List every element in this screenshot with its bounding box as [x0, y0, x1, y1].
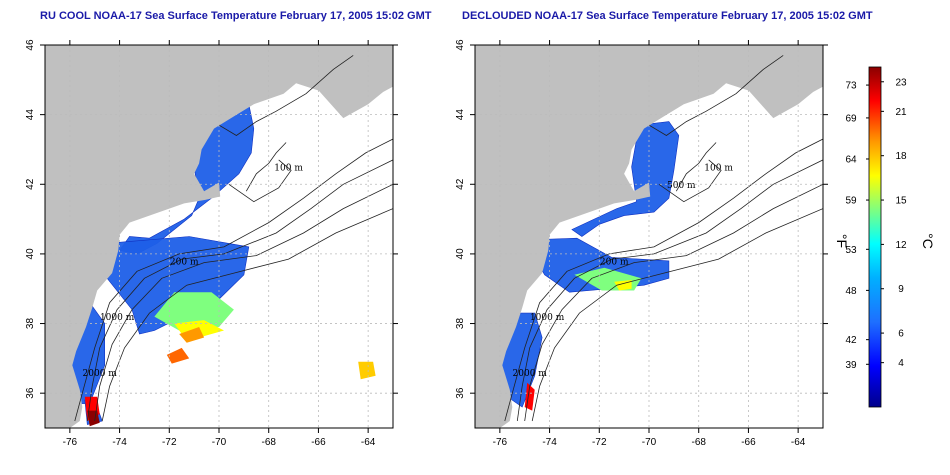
x-tick-label: -66 — [311, 437, 326, 448]
y-tick-label: 36 — [455, 387, 466, 399]
y-tick-label: 40 — [25, 248, 36, 260]
c-tick-label: 21 — [895, 107, 907, 118]
f-tick-label: 59 — [845, 196, 857, 207]
x-tick-label: -68 — [691, 437, 706, 448]
c-tick-label: 4 — [898, 358, 904, 369]
contour-label: 2000 m — [83, 369, 118, 379]
c-tick-label: 6 — [898, 329, 904, 340]
c-tick-label: 12 — [895, 240, 907, 251]
sst-warm-patch — [154, 292, 234, 331]
f-tick-label: 42 — [845, 335, 857, 346]
y-tick-label: 46 — [455, 39, 466, 51]
bathymetry-contour — [74, 138, 393, 422]
bathymetry-contour — [86, 159, 393, 422]
c-tick-label: 18 — [895, 151, 907, 162]
x-tick-label: -76 — [493, 437, 508, 448]
x-tick-label: -70 — [212, 437, 227, 448]
right-panel-title: DECLOUDED NOAA-17 Sea Surface Temperatur… — [462, 10, 873, 22]
contour-label: 500 m — [667, 181, 696, 191]
c-tick-label: 15 — [895, 196, 907, 207]
bathymetry-contour — [101, 208, 393, 422]
bathymetry-contour — [94, 183, 393, 422]
bathymetry-contour — [245, 142, 287, 192]
bathymetry-contour — [228, 159, 292, 203]
x-tick-label: -68 — [261, 437, 276, 448]
bathymetry-contour — [504, 138, 823, 422]
contour-label: 200 m — [600, 257, 629, 267]
sst-cold-patch — [571, 121, 680, 237]
x-tick-label: -64 — [361, 437, 376, 448]
f-tick-label: 69 — [845, 113, 857, 124]
bathymetry-contour — [648, 55, 784, 136]
bathymetry-contour — [218, 55, 354, 136]
land-mass — [45, 45, 386, 428]
bathymetry-contour — [516, 159, 823, 422]
y-tick-label: 44 — [25, 109, 36, 121]
y-tick-label: 46 — [25, 39, 36, 51]
sst-warm-patch — [87, 410, 100, 427]
bathymetry-contour — [675, 142, 717, 192]
sst-warm-patch — [358, 361, 376, 380]
c-tick-label: 9 — [898, 284, 904, 295]
y-tick-label: 40 — [455, 248, 466, 260]
land-nova-scotia — [318, 45, 393, 119]
y-tick-label: 44 — [455, 109, 466, 121]
x-tick-label: -74 — [112, 437, 127, 448]
f-tick-label: 64 — [845, 154, 857, 165]
sst-warm-patch — [179, 327, 205, 343]
x-tick-label: -76 — [63, 437, 78, 448]
x-tick-label: -72 — [162, 437, 177, 448]
celsius-unit-label: °C — [920, 233, 936, 249]
f-tick-label: 48 — [845, 286, 857, 297]
y-tick-label: 38 — [455, 318, 466, 330]
x-tick-label: -66 — [741, 437, 756, 448]
left-panel-title: RU COOL NOAA-17 Sea Surface Temperature … — [40, 10, 432, 22]
f-tick-label: 53 — [845, 245, 857, 256]
x-tick-label: -64 — [791, 437, 806, 448]
contour-label: 200 m — [170, 257, 199, 267]
y-tick-label: 42 — [455, 178, 466, 190]
y-tick-label: 42 — [25, 178, 36, 190]
contour-label: 1000 m — [100, 313, 135, 323]
bathymetry-contour — [524, 183, 823, 422]
sst-warm-patch — [166, 347, 190, 364]
contour-label: 2000 m — [513, 369, 548, 379]
x-tick-label: -74 — [542, 437, 557, 448]
y-tick-label: 38 — [25, 318, 36, 330]
f-tick-label: 39 — [845, 360, 857, 371]
x-tick-label: -72 — [592, 437, 607, 448]
contour-label: 1000 m — [530, 313, 565, 323]
bathymetry-contour — [531, 208, 823, 422]
fahrenheit-unit-label: °F — [834, 234, 850, 248]
f-tick-label: 73 — [845, 81, 857, 92]
land-mass — [475, 45, 816, 428]
bathymetry-contour — [658, 159, 722, 203]
c-tick-label: 23 — [895, 77, 907, 88]
colorbar-gradient — [868, 66, 882, 408]
y-tick-label: 36 — [25, 387, 36, 399]
x-tick-label: -70 — [642, 437, 657, 448]
land-nova-scotia — [748, 45, 823, 119]
